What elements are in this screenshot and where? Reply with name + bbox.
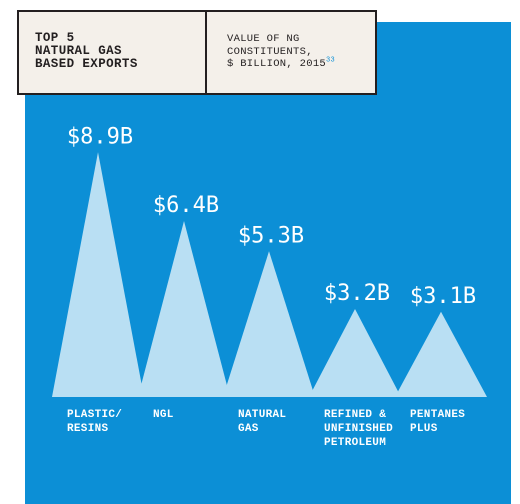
category-label-line: PENTANES xyxy=(410,409,465,421)
category-label: PLASTIC/RESINS xyxy=(67,409,122,435)
value-label: $3.1B xyxy=(410,284,476,309)
chart-header: TOP 5 NATURAL GAS BASED EXPORTS VALUE OF… xyxy=(17,10,377,95)
chart-subtitle-block: VALUE OF NG CONSTITUENTS, $ BILLION, 201… xyxy=(227,33,373,71)
category-label-line: PLASTIC/ xyxy=(67,409,122,421)
triangle-bar xyxy=(52,152,144,397)
category-label-line: NATURAL xyxy=(238,409,286,421)
chart-title: TOP 5 NATURAL GAS BASED EXPORTS xyxy=(35,31,138,71)
category-label: NGL xyxy=(153,409,174,421)
category-label-line: REFINED & xyxy=(324,409,386,421)
category-label-line: GAS xyxy=(238,423,259,435)
category-label: PENTANES PLUS xyxy=(410,409,465,435)
category-label-line: RESINS xyxy=(67,423,109,435)
value-label: $6.4B xyxy=(153,193,219,218)
chart-subtitle: VALUE OF NG CONSTITUENTS, $ BILLION, 201… xyxy=(227,33,327,70)
header-divider xyxy=(205,12,207,93)
category-label-line: NGL xyxy=(153,409,174,421)
triangle-bar xyxy=(309,309,401,397)
value-label: $8.9B xyxy=(67,124,133,149)
value-label: $5.3B xyxy=(238,223,304,248)
triangle-bar xyxy=(395,311,487,397)
category-label: REFINED & UNFINISHED PETROLEUM xyxy=(324,409,393,449)
value-label: $3.2B xyxy=(324,281,390,306)
category-label-line: UNFINISHED xyxy=(324,423,393,435)
category-label-line: PLUS xyxy=(410,423,438,435)
category-label: NATURAL GAS xyxy=(238,409,286,435)
category-label-line: PETROLEUM xyxy=(324,437,386,449)
footnote-marker: 33 xyxy=(326,56,336,65)
triangle-bar xyxy=(138,221,230,397)
triangle-bar xyxy=(223,251,315,397)
